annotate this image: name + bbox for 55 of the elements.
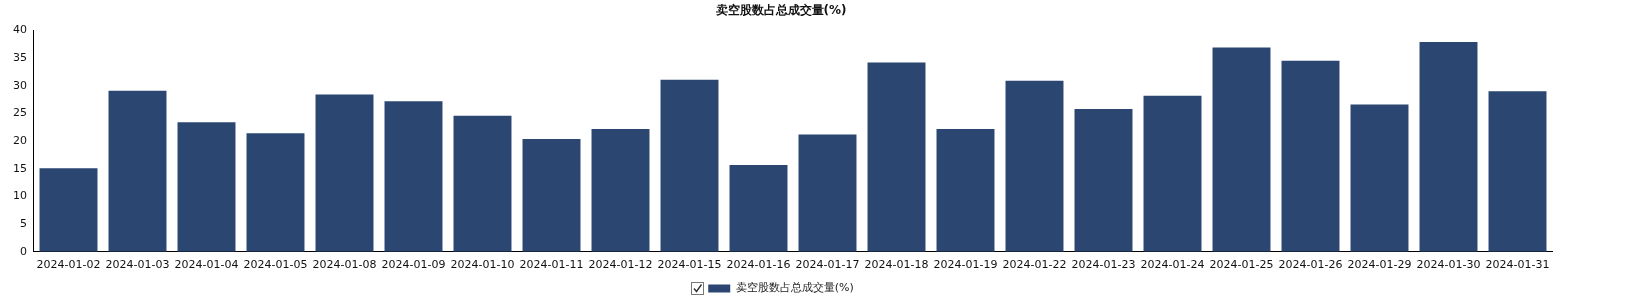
x-tick-label: 2024-01-22	[1002, 258, 1067, 272]
bar	[177, 122, 236, 252]
x-tick-label: 2024-01-15	[657, 258, 722, 272]
x-tick-label: 2024-01-26	[1278, 258, 1343, 272]
y-tick-label: 15	[13, 161, 27, 175]
bar	[1350, 104, 1409, 252]
x-tick-label: 2024-01-24	[1140, 258, 1205, 272]
x-tick-label: 2024-01-31	[1485, 258, 1550, 272]
x-tick-label: 2024-01-12	[588, 258, 653, 272]
chart-title: 卖空股数占总成交量(%)	[715, 3, 847, 18]
bar	[315, 94, 374, 252]
x-tick-label: 2024-01-25	[1209, 258, 1274, 272]
y-tick-label: 35	[13, 50, 27, 64]
bar	[108, 90, 167, 252]
x-tick-label: 2024-01-10	[450, 258, 515, 272]
x-tick-label: 2024-01-17	[795, 258, 860, 272]
bar	[1005, 80, 1064, 252]
y-tick-label: 25	[13, 106, 27, 120]
y-tick-label: 40	[13, 23, 27, 37]
bar	[246, 133, 305, 252]
bar	[798, 134, 857, 252]
y-tick-label: 5	[20, 216, 27, 230]
y-tick-label: 10	[13, 189, 27, 203]
x-tick-label: 2024-01-18	[864, 258, 929, 272]
x-tick-label: 2024-01-08	[312, 258, 377, 272]
bar	[591, 128, 650, 252]
x-tick-label: 2024-01-02	[36, 258, 101, 272]
bar	[729, 164, 788, 252]
bar	[1074, 109, 1133, 252]
x-tick-label: 2024-01-03	[105, 258, 170, 272]
y-tick-label: 0	[20, 244, 27, 258]
y-tick-label: 30	[13, 78, 27, 92]
bar	[39, 168, 98, 252]
y-tick-label: 20	[13, 133, 27, 147]
legend-label: 卖空股数占总成交量(%)	[735, 281, 854, 295]
bar	[1143, 95, 1202, 252]
x-tick-label: 2024-01-19	[933, 258, 998, 272]
bar	[867, 62, 926, 252]
bar	[522, 138, 581, 252]
bar	[1419, 42, 1478, 252]
bar	[1212, 47, 1271, 252]
x-tick-label: 2024-01-29	[1347, 258, 1412, 272]
bar	[936, 128, 995, 252]
bar	[384, 101, 443, 252]
x-tick-label: 2024-01-11	[519, 258, 584, 272]
bar	[453, 115, 512, 252]
x-tick-label: 2024-01-05	[243, 258, 308, 272]
bar	[1281, 60, 1340, 252]
bar	[660, 79, 719, 252]
x-tick-label: 2024-01-04	[174, 258, 239, 272]
x-tick-label: 2024-01-30	[1416, 258, 1481, 272]
x-tick-label: 2024-01-16	[726, 258, 791, 272]
x-tick-label: 2024-01-09	[381, 258, 446, 272]
x-tick-label: 2024-01-23	[1071, 258, 1136, 272]
bar	[1488, 91, 1547, 252]
